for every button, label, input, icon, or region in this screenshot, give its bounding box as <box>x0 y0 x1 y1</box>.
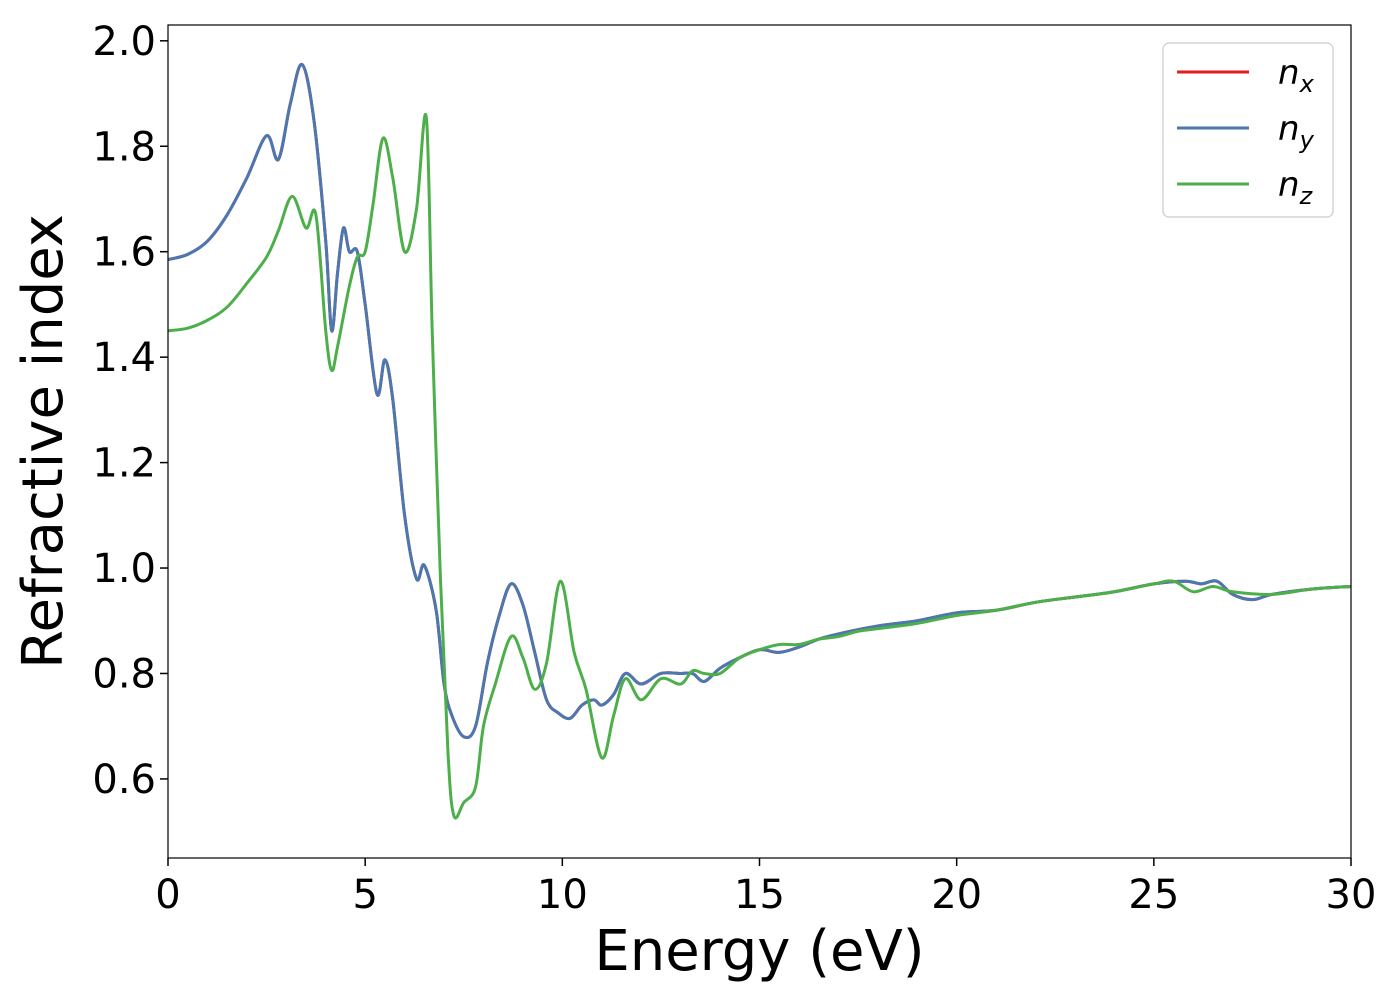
axis-ticks: 0 5 10 15 20 25 30 0.6 0.8 1.0 1.2 1.4 1.6 1.8 2.0 <box>92 19 1376 918</box>
x-tick-label: 10 <box>537 872 588 918</box>
x-tick-label: 20 <box>931 872 982 918</box>
x-tick-label: 5 <box>352 872 377 918</box>
plot-frame <box>167 24 1352 859</box>
series-line-nz <box>168 112 1351 820</box>
y-tick-label: 0.6 <box>92 757 156 803</box>
y-tick-label: 1.0 <box>92 546 156 592</box>
x-tick-label: 25 <box>1128 872 1179 918</box>
y-tick-label: 1.6 <box>92 230 156 276</box>
x-tick-label: 15 <box>734 872 785 918</box>
y-tick-label: 2.0 <box>92 19 156 65</box>
y-tick-label: 1.8 <box>92 124 156 170</box>
y-tick-label: 1.4 <box>92 335 156 381</box>
x-axis-title: Energy (eV) <box>594 919 924 984</box>
legend-box <box>1162 42 1334 218</box>
legend-label-nx: nx <box>1278 53 1315 98</box>
legend-label-ny: ny <box>1278 109 1315 154</box>
y-tick-label: 1.2 <box>92 441 156 487</box>
y-axis-title: Refractive index <box>11 214 76 669</box>
legend-label-nz: nz <box>1278 165 1314 210</box>
x-tick-label: 30 <box>1326 872 1377 918</box>
x-tick-label: 0 <box>155 872 180 918</box>
legend: nx ny nz <box>1162 42 1334 218</box>
y-tick-label: 0.8 <box>92 651 156 697</box>
plot-area <box>168 63 1351 820</box>
